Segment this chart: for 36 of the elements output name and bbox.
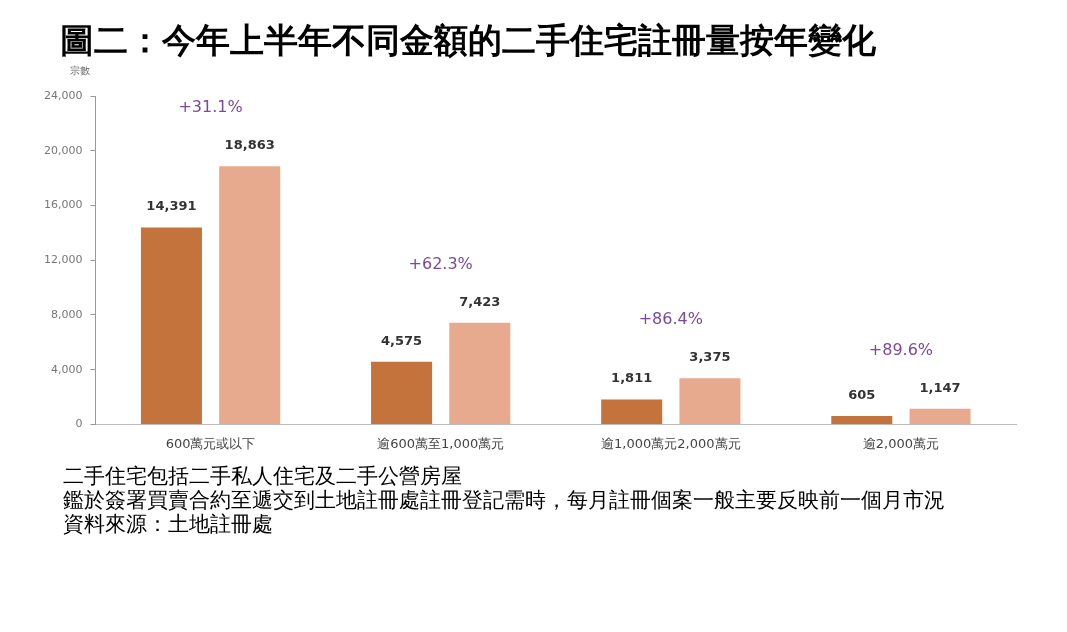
bar: [219, 166, 281, 424]
x-tick-label: 逾600萬至1,000萬元: [377, 435, 505, 451]
bar: [831, 416, 893, 424]
source-note: 資料來源：土地註冊處: [63, 512, 274, 536]
y-tick-label: 20,000: [43, 143, 83, 157]
bar: [140, 227, 202, 424]
text: 鑑於簽署買賣合約至遞交到土地註冊處註冊登記需時，每月註冊個案一般主要反映前一個月市況: [63, 488, 946, 512]
y-tick-label: 12,000: [43, 253, 83, 267]
data-label: 605: [848, 387, 876, 402]
bar: [449, 322, 511, 424]
text: 二手住宅包括二手私人住宅及二手公營房屋: [63, 464, 463, 488]
y-tick-label: 4,000: [50, 362, 83, 376]
annotation: +89.6%: [868, 339, 934, 359]
x-tick-label: 600萬元或以下: [165, 435, 256, 451]
y-tick-label: 24,000: [43, 88, 83, 102]
data-label: 7,423: [459, 293, 501, 309]
annotation: +62.3%: [408, 253, 473, 273]
annotation: +86.4%: [638, 309, 703, 329]
x-tick-label: 逾2,000萬元: [862, 435, 940, 451]
data-label: 1,811: [611, 370, 653, 386]
bar: [601, 399, 663, 424]
x-tick-label: 逾1,000萬元2,000萬元: [601, 435, 741, 451]
y-axis-title: 宗數: [70, 64, 90, 78]
bar: [679, 378, 741, 424]
annotation: +31.1%: [178, 97, 243, 117]
data-label: 3,375: [689, 349, 731, 365]
chart-title: 圖二：今年上半年不同金額的二手住宅註冊量按年變化: [60, 19, 877, 62]
data-label: 4,575: [381, 332, 423, 348]
data-label: 14,391: [146, 198, 197, 214]
y-tick-label: 16,000: [43, 198, 83, 212]
data-label: 18,863: [224, 137, 275, 153]
data-label: 1,147: [919, 379, 961, 395]
y-tick-label: 0: [75, 417, 83, 431]
bar: [909, 408, 971, 424]
bar: [371, 361, 433, 424]
y-tick-label: 8,000: [50, 307, 83, 321]
